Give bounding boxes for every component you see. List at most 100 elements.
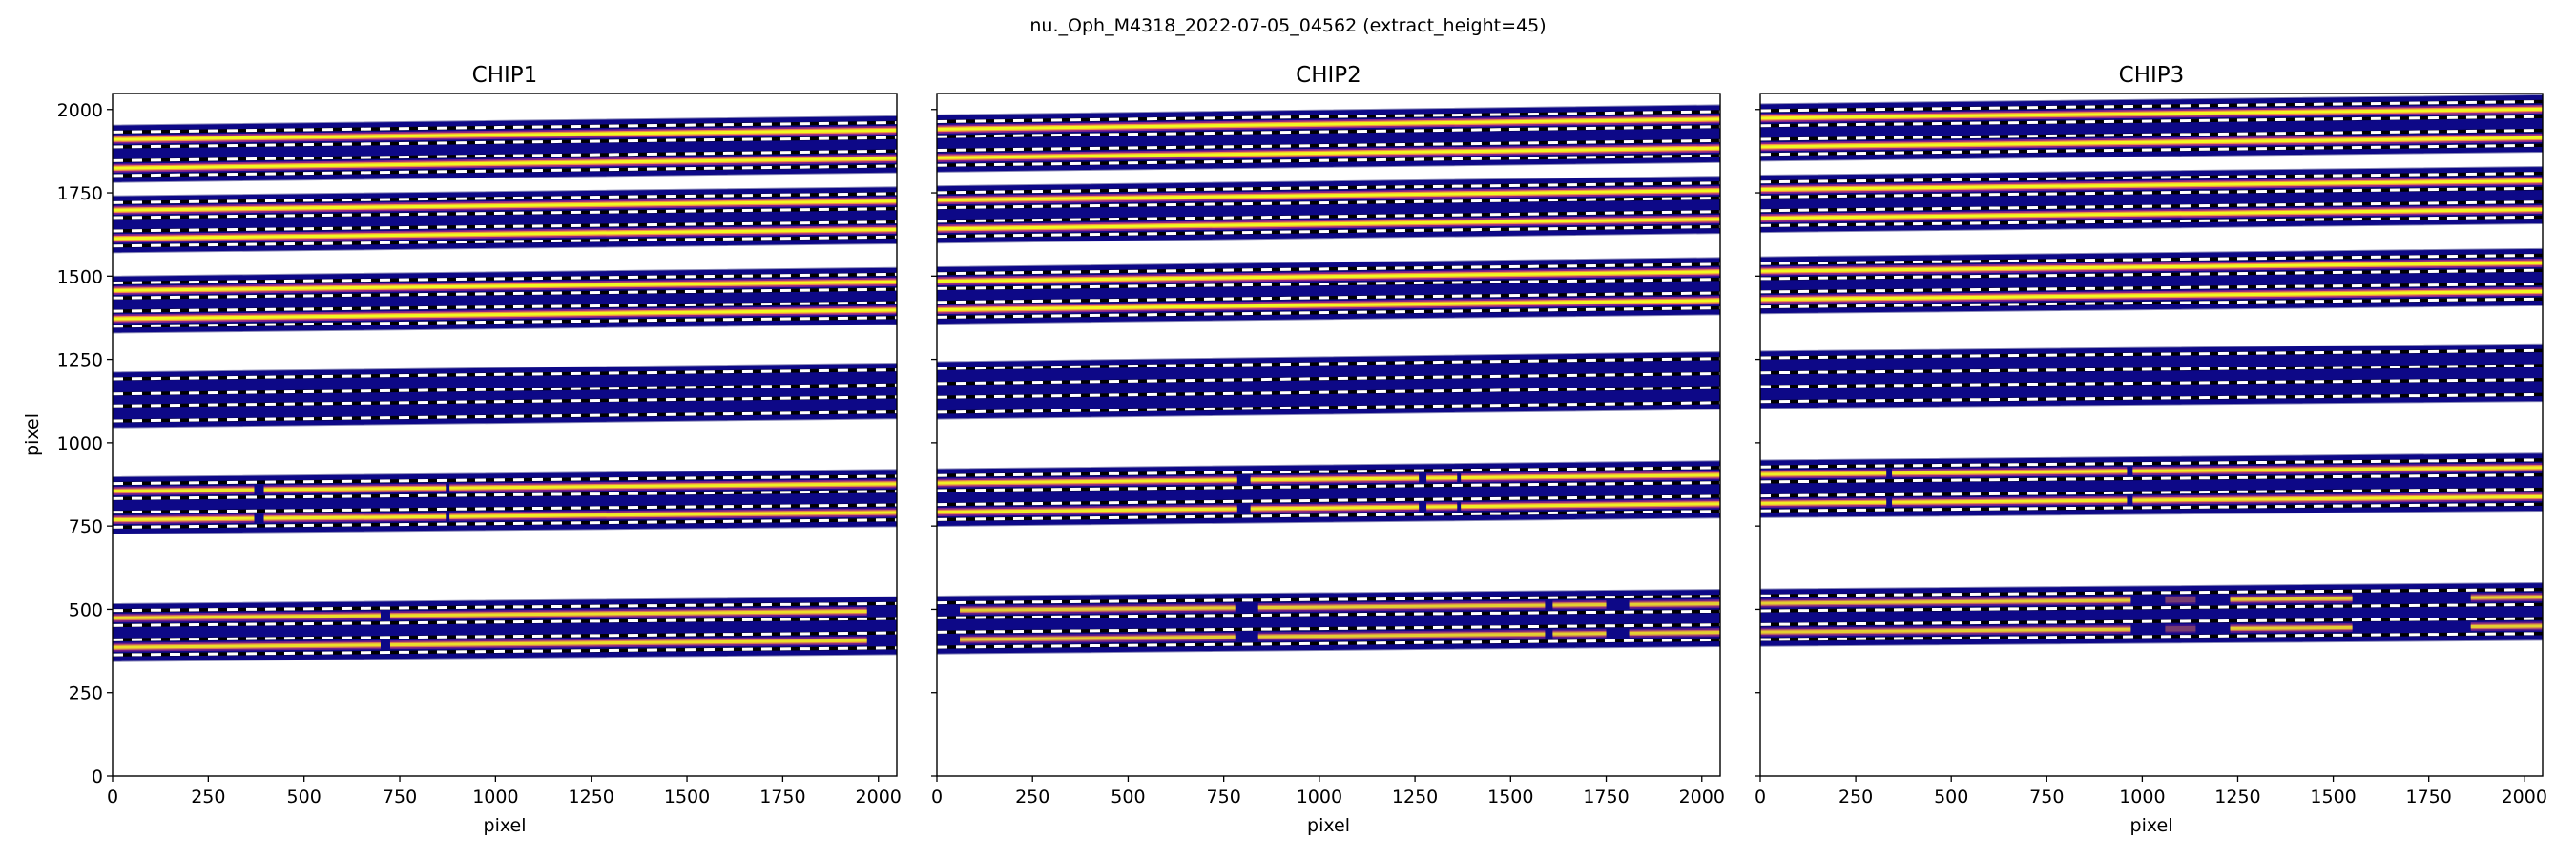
x-tick-label: 1500 — [1487, 786, 1533, 807]
trace-core — [113, 614, 381, 620]
aperture-dash — [1760, 172, 2543, 184]
aperture-dash — [937, 291, 1720, 304]
aperture-dash — [113, 192, 897, 204]
x-tick-label: 2000 — [856, 786, 902, 807]
x-tick-label: 0 — [1755, 786, 1766, 807]
aperture-dash — [113, 287, 897, 300]
trace-core — [937, 218, 1720, 231]
chip-title: CHIP3 — [2119, 63, 2185, 88]
aperture-dash — [1760, 143, 2543, 157]
x-tick-label: 2000 — [1679, 786, 1725, 807]
aperture-dash — [1760, 458, 2543, 469]
aperture-dash — [113, 490, 897, 500]
trace-core — [960, 606, 1236, 612]
y-tick-label: 750 — [69, 516, 103, 537]
trace-core — [113, 280, 897, 292]
trace-core — [389, 639, 867, 647]
x-tick-label: 1750 — [2406, 786, 2452, 807]
aperture-dash — [113, 395, 897, 408]
aperture-dash — [113, 136, 897, 149]
trace-core — [1760, 178, 2543, 192]
trace-core — [1760, 627, 2131, 634]
trace-core — [1760, 207, 2543, 220]
plot-area — [113, 115, 897, 662]
aperture-dash — [937, 210, 1720, 223]
trace-core — [2470, 596, 2543, 599]
y-tick-label: 1750 — [57, 183, 103, 204]
aperture-dash — [937, 196, 1720, 210]
aperture-dash — [1760, 617, 2543, 626]
aperture-dash — [937, 609, 1720, 619]
trace-core — [1250, 476, 1420, 482]
trace-core — [937, 507, 1237, 513]
trace-core — [1629, 631, 1720, 635]
trace-core — [937, 117, 1720, 131]
aperture-dash — [113, 474, 897, 486]
trace-core — [1629, 602, 1720, 606]
aperture-dash — [937, 386, 1720, 399]
trace-core — [113, 516, 255, 522]
aperture-dash — [113, 235, 897, 248]
trace-core — [113, 643, 381, 649]
y-tick-label: 1000 — [57, 433, 103, 454]
x-tick-label: 2000 — [2502, 786, 2547, 807]
x-tick-label: 1500 — [664, 786, 710, 807]
trace-core — [113, 128, 897, 141]
y-tick-label: 1500 — [57, 266, 103, 287]
aperture-dash — [937, 510, 1720, 521]
trace-core — [1760, 107, 2543, 120]
aperture-dash — [113, 368, 897, 381]
aperture-dash — [113, 631, 897, 641]
chip-panel-3: 0 250 500 750 1000 1250 1500 1750 2000 CHIP3 pixel — [1755, 63, 2547, 836]
x-tick-label: 1750 — [759, 786, 805, 807]
trace-core — [113, 488, 255, 493]
aperture-dash — [937, 224, 1720, 239]
aperture-dash — [1760, 297, 2543, 309]
aperture-dash — [1760, 602, 2543, 613]
chip-panel-2: 0 250 500 750 1000 1250 1500 1750 2000 CHIP2 pixel — [931, 63, 1725, 836]
x-tick-label: 500 — [287, 786, 322, 807]
plot-area — [1760, 94, 2543, 647]
x-axis-label: pixel — [484, 815, 527, 836]
trace-core — [2230, 597, 2353, 601]
trace-core — [937, 299, 1720, 312]
chip-title: CHIP1 — [472, 63, 538, 88]
aperture-dash — [113, 301, 897, 313]
aperture-dash — [937, 138, 1720, 153]
aperture-dash — [1760, 392, 2543, 404]
aperture-dash — [1760, 268, 2543, 281]
x-tick-label: 750 — [1207, 786, 1241, 807]
y-tick-label: 0 — [92, 766, 103, 787]
aperture-dash — [937, 623, 1720, 634]
trace-core — [1552, 632, 1607, 636]
aperture-dash — [937, 401, 1720, 414]
aperture-dash — [1760, 115, 2543, 128]
axes-frame — [112, 93, 898, 777]
aperture-dash — [113, 207, 897, 220]
x-tick-label: 250 — [191, 786, 225, 807]
aperture-dash — [113, 316, 897, 328]
x-tick-label: 1000 — [1297, 786, 1342, 807]
aperture-dash — [1760, 200, 2543, 213]
aperture-dash — [937, 306, 1720, 319]
aperture-dash — [113, 518, 897, 529]
y-tick-label: 2000 — [57, 100, 103, 121]
aperture-dash — [1760, 253, 2543, 265]
trace-core — [1760, 136, 2543, 149]
aperture-dash — [937, 638, 1720, 649]
x-tick-label: 0 — [931, 786, 943, 807]
trace-core — [263, 514, 447, 520]
aperture-dash — [113, 272, 897, 284]
aperture-dash — [1760, 283, 2543, 294]
aperture-dash — [937, 595, 1720, 605]
trace-core — [113, 308, 897, 321]
x-tick-label: 0 — [107, 786, 118, 807]
trace-core — [1461, 502, 1720, 509]
aperture-dash — [1760, 378, 2543, 388]
x-tick-label: 1000 — [2119, 786, 2165, 807]
x-axis-label: pixel — [1307, 815, 1350, 836]
x-tick-label: 750 — [2029, 786, 2064, 807]
aperture-dash — [113, 646, 897, 657]
aperture-dash — [113, 121, 897, 134]
